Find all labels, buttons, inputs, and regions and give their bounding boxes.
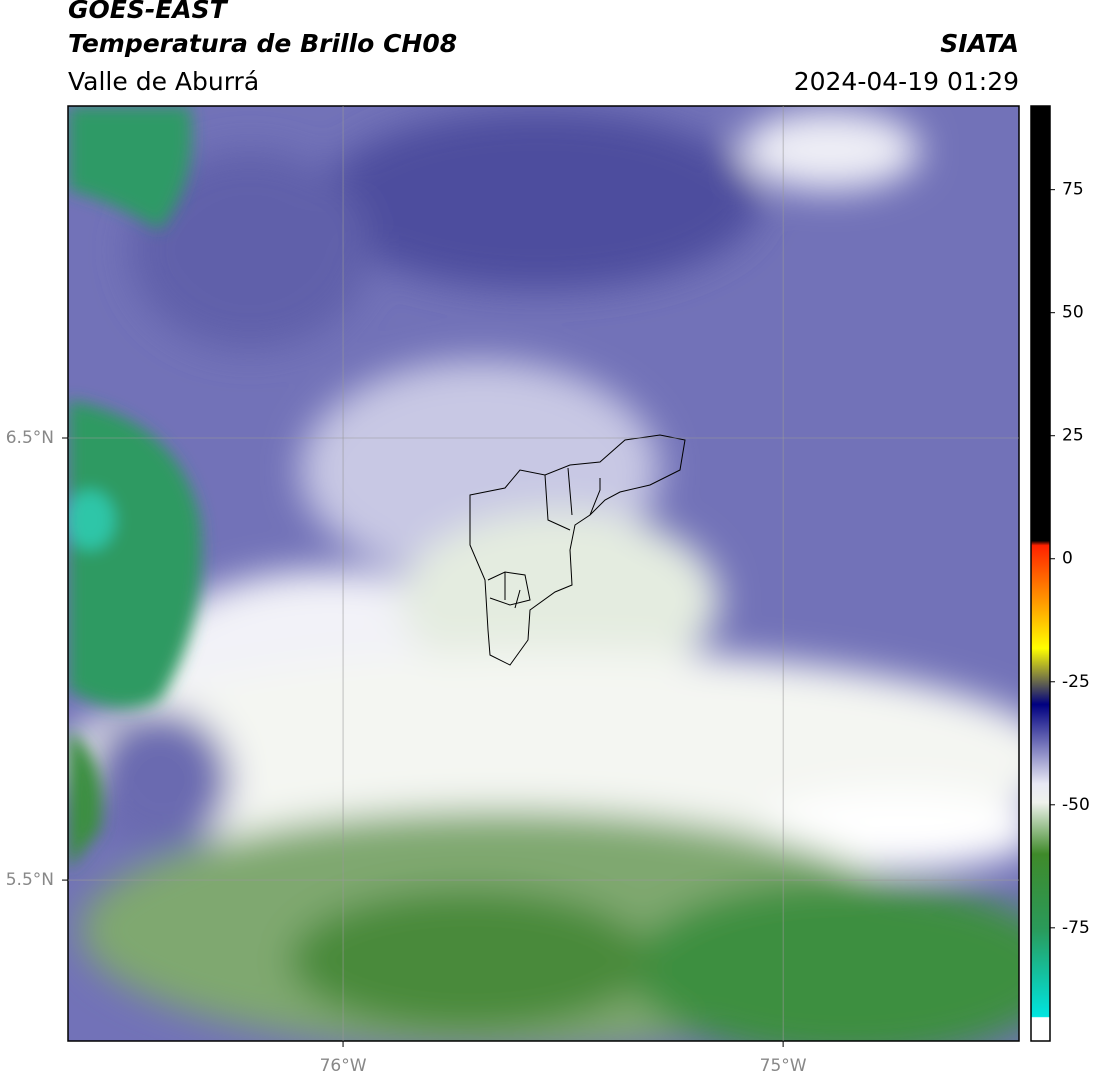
valley-boundaries bbox=[469, 434, 686, 666]
map-frame bbox=[67, 105, 1020, 1042]
colorbar-tick-label: -75 bbox=[1062, 918, 1090, 938]
colorbar-tick-label: 25 bbox=[1062, 426, 1084, 446]
subtitle: Temperatura de Brillo CH08 bbox=[68, 29, 457, 58]
region: Valle de Aburrá bbox=[68, 67, 259, 96]
lon-tick-label: 76°W bbox=[320, 1056, 367, 1076]
title: GOES-EAST bbox=[68, 0, 229, 24]
colorbar-tick-label: -50 bbox=[1062, 795, 1090, 815]
map-image bbox=[68, 106, 1019, 1041]
lat-tick-label: 5.5°N bbox=[6, 870, 54, 890]
lat-tick-label: 6.5°N bbox=[6, 428, 54, 448]
colorbar bbox=[1030, 105, 1051, 1042]
colorbar-tick-label: 50 bbox=[1062, 303, 1084, 323]
datetime: 2024-04-19 01:29 bbox=[794, 67, 1019, 96]
colorbar-tick-label: 75 bbox=[1062, 180, 1084, 200]
source: SIATA bbox=[940, 29, 1019, 58]
colorbar-tick-label: -25 bbox=[1062, 672, 1090, 692]
lon-tick-label: 75°W bbox=[760, 1056, 807, 1076]
colorbar-tick-label: 0 bbox=[1062, 549, 1073, 569]
